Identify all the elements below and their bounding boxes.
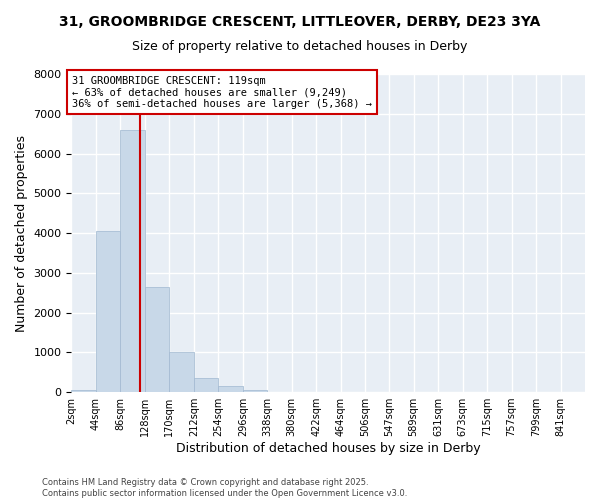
Bar (145, 286, 169, 392)
Text: Contains HM Land Registry data © Crown copyright and database right 2025.
Contai: Contains HM Land Registry data © Crown c… (42, 478, 407, 498)
Bar (96, 231, 120, 392)
Bar (194, 378, 218, 392)
Bar (243, 390, 267, 392)
Text: 31, GROOMBRIDGE CRESCENT, LITTLEOVER, DERBY, DE23 3YA: 31, GROOMBRIDGE CRESCENT, LITTLEOVER, DE… (59, 15, 541, 29)
X-axis label: Distribution of detached houses by size in Derby: Distribution of detached houses by size … (176, 442, 481, 455)
Bar (71, 390, 95, 392)
Text: Size of property relative to detached houses in Derby: Size of property relative to detached ho… (133, 40, 467, 53)
Y-axis label: Number of detached properties: Number of detached properties (15, 134, 28, 332)
Text: 31 GROOMBRIDGE CRESCENT: 119sqm
← 63% of detached houses are smaller (9,249)
36%: 31 GROOMBRIDGE CRESCENT: 119sqm ← 63% of… (72, 76, 372, 109)
Bar (121, 130, 145, 392)
Bar (169, 352, 194, 392)
Bar (218, 386, 242, 392)
